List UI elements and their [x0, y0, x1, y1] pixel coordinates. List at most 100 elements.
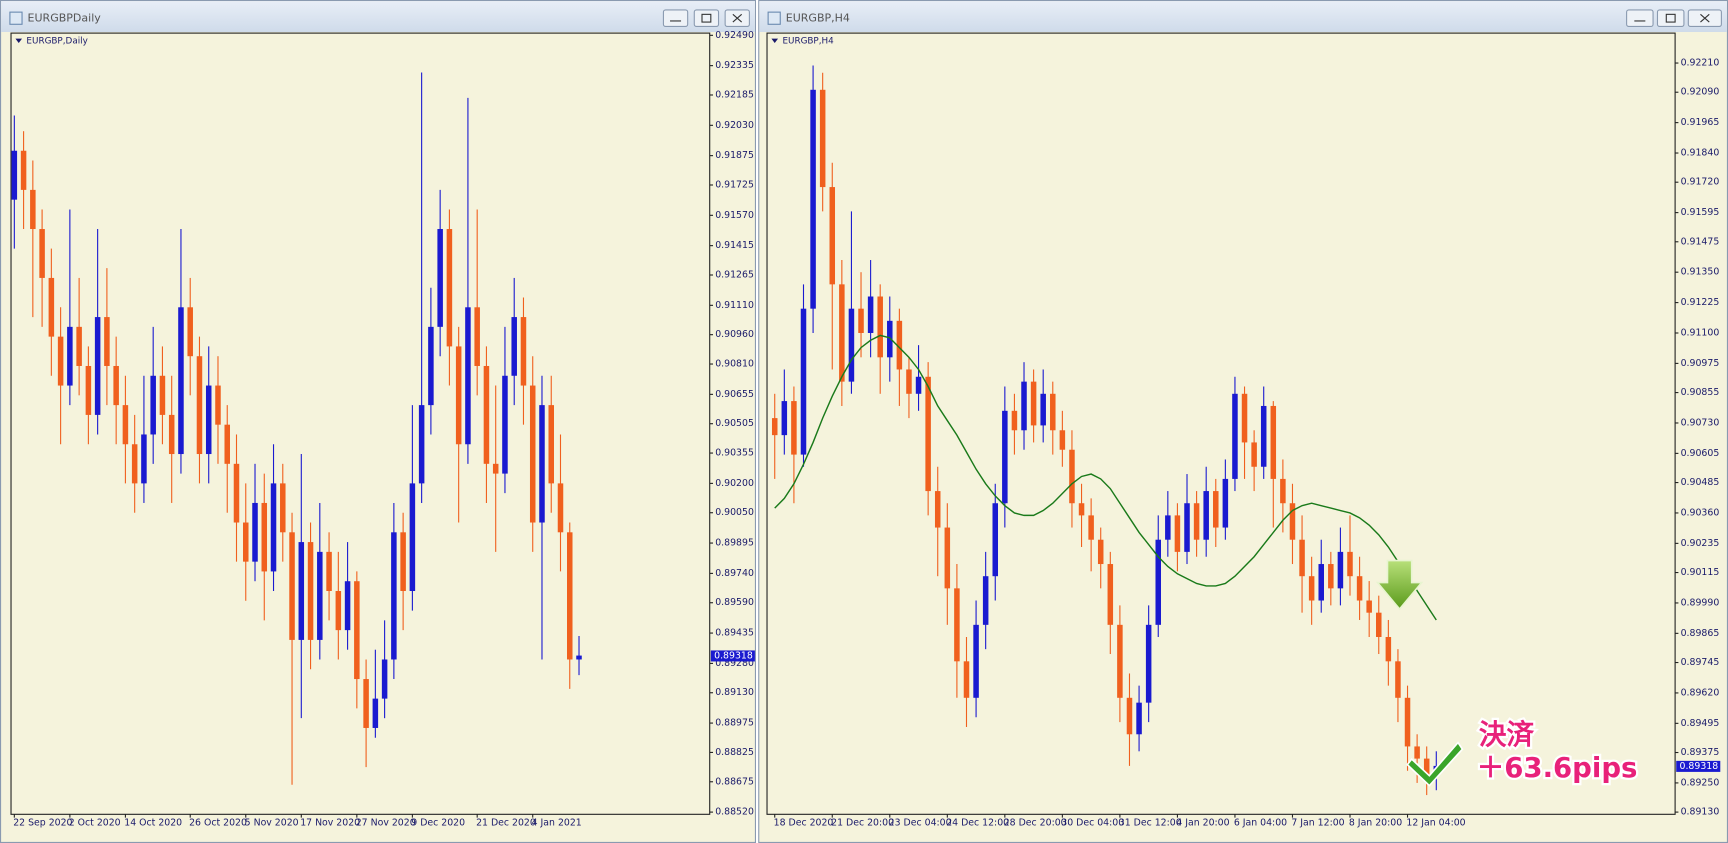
- minimize-button[interactable]: [662, 9, 689, 28]
- close-icon: [732, 13, 743, 23]
- y-tick-label: 0.90605: [1681, 448, 1720, 459]
- candle-body: [829, 187, 836, 285]
- y-tick-label: 0.89495: [1681, 718, 1720, 729]
- candle-body: [771, 418, 778, 436]
- restore-button[interactable]: [1656, 9, 1685, 28]
- candle-body: [567, 532, 573, 660]
- x-tick-label: 17 Nov 2020: [300, 818, 360, 829]
- candle-body: [270, 483, 277, 572]
- y-tick-label: 0.90115: [1681, 567, 1720, 578]
- x-tick-label: 28 Dec 20:00: [1004, 818, 1067, 829]
- y-tick-label: 0.90960: [715, 329, 754, 340]
- candle-body: [1385, 636, 1392, 662]
- candle-body: [141, 434, 147, 484]
- candle-body: [474, 307, 480, 366]
- candle-body: [1423, 758, 1430, 776]
- candle-body: [196, 356, 203, 455]
- x-tick-label: 26 Oct 2020: [189, 818, 247, 829]
- y-tick-label: 0.90235: [1681, 538, 1720, 549]
- y-tick-label: 0.89590: [715, 597, 754, 608]
- candle-body: [1376, 612, 1382, 637]
- candle-body: [925, 376, 931, 492]
- candle-body: [963, 661, 970, 698]
- candle-body: [839, 284, 845, 382]
- candle-body: [400, 532, 406, 592]
- candle-body: [1088, 515, 1094, 540]
- candle-body: [1030, 381, 1037, 426]
- chart-marks: 0.92490 0.92335 0.92185 0.92030 0.91875 0.917…: [11, 30, 1721, 829]
- y-tick-label: 0.89435: [715, 628, 754, 639]
- candle-body: [344, 581, 351, 631]
- price-label: 0.89318: [714, 650, 753, 661]
- candle-body: [1404, 697, 1411, 747]
- candle-body: [131, 444, 138, 484]
- window-left: EURGBPDaily EURGBP,Daily: [0, 0, 756, 843]
- candle-body: [76, 326, 82, 366]
- candle-body: [1232, 393, 1238, 479]
- candle-body: [1356, 576, 1363, 601]
- y-tick-label: 0.91475: [1681, 236, 1720, 247]
- candle-body: [954, 588, 960, 662]
- candle-body: [915, 376, 922, 394]
- candle-body: [11, 150, 18, 200]
- y-tick-label: 0.89130: [715, 687, 754, 698]
- y-tick-label: 0.89130: [1681, 807, 1720, 818]
- candle-body: [187, 307, 193, 357]
- x-tick-label: 18 Dec 2020: [774, 818, 834, 829]
- check-icon: [1406, 741, 1464, 787]
- candle-body: [1165, 515, 1171, 540]
- y-tick-label: 0.90730: [1681, 417, 1720, 428]
- candle-body: [1203, 491, 1209, 540]
- y-tick-label: 0.92030: [715, 120, 754, 131]
- y-tick-label: 0.90050: [715, 507, 754, 518]
- candle-body: [372, 698, 379, 728]
- x-tick-label: 4 Jan 20:00: [1176, 818, 1229, 829]
- y-tick-label: 0.92335: [715, 60, 754, 71]
- candle-body: [1328, 564, 1334, 589]
- candle-body: [1318, 564, 1324, 601]
- y-tick-label: 0.89250: [1681, 777, 1720, 788]
- candle-body: [1366, 600, 1372, 613]
- candle-body: [363, 679, 369, 728]
- y-tick-label: 0.91570: [715, 210, 754, 221]
- annotation: ＋63.6pips: [1477, 752, 1638, 784]
- y-tick-label: 0.89895: [715, 538, 754, 549]
- candle-body: [178, 307, 184, 455]
- symbol-label: EURGBP,Daily: [26, 36, 87, 46]
- minimize-button[interactable]: [1626, 9, 1654, 28]
- y-tick-label: 0.90655: [715, 389, 754, 400]
- candle-body: [94, 317, 101, 415]
- candle-body: [85, 365, 92, 415]
- y-tick-label: 0.91725: [715, 179, 754, 190]
- candle-body: [858, 308, 864, 333]
- x-tick-label: 8 Jan 20:00: [1349, 818, 1402, 829]
- candle-body: [1241, 393, 1248, 443]
- candle-body: [409, 483, 416, 592]
- y-tick-label: 0.91840: [1681, 148, 1720, 159]
- candle-body: [1289, 503, 1296, 540]
- x-tick-label: 21 Dec 2020: [476, 818, 536, 829]
- candle-body: [224, 424, 230, 464]
- candle-body: [1059, 430, 1066, 450]
- x-tick-label: 7 Jan 12:00: [1291, 818, 1344, 829]
- restore-button[interactable]: [693, 9, 720, 28]
- x-tick-label: 21 Dec 20:00: [831, 818, 894, 829]
- candle-body: [113, 365, 119, 406]
- candle-body: [1117, 624, 1123, 698]
- candle-body: [280, 483, 286, 533]
- y-tick-label: 0.91595: [1681, 207, 1720, 218]
- y-tick-label: 0.90485: [1681, 477, 1720, 488]
- y-tick-label: 0.89620: [1681, 687, 1720, 698]
- x-tick-label: 24 Dec 12:00: [946, 818, 1009, 829]
- candle-body: [39, 229, 45, 278]
- candle-body: [1145, 624, 1152, 703]
- window-buttons[interactable]: [662, 9, 750, 28]
- candle-body: [437, 229, 443, 327]
- price-label: 0.89318: [1680, 761, 1719, 772]
- candle-body: [1251, 442, 1257, 467]
- candle-body: [317, 551, 323, 640]
- candle-body: [934, 491, 941, 528]
- symbol-label: EURGBP,H4: [782, 36, 834, 46]
- candle-body: [502, 375, 508, 474]
- window-buttons[interactable]: [1626, 9, 1722, 28]
